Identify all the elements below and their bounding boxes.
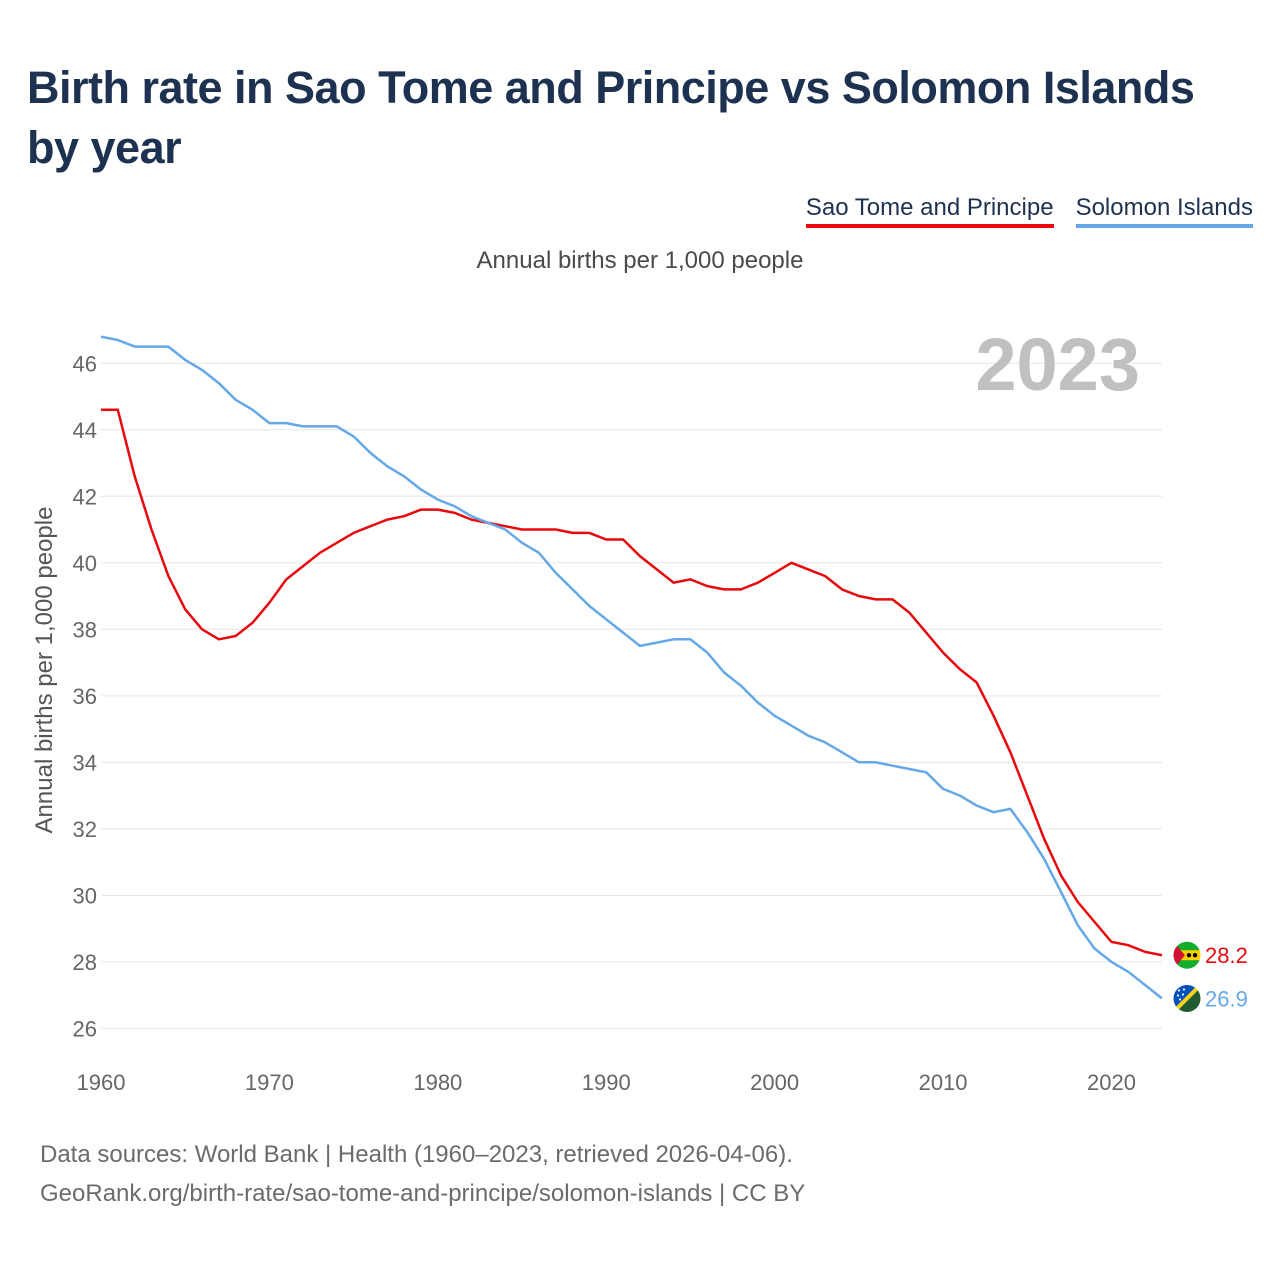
footer: Data sources: World Bank | Health (1960–… (40, 1135, 805, 1213)
x-axis-ticks: 1960 1970 1980 1990 2000 2010 2020 (77, 1070, 1136, 1095)
y-tick-label: 28 (73, 950, 97, 975)
x-tick-label: 1980 (413, 1070, 462, 1095)
sao-tome-and-principe-flag-icon (1172, 940, 1202, 970)
x-tick-label: 1960 (77, 1070, 126, 1095)
legend-item-solomon-islands[interactable]: Solomon Islands (1075, 194, 1253, 228)
x-tick-label: 2000 (750, 1070, 799, 1095)
series-line-solomon-islands[interactable] (100, 335, 1163, 1000)
footer-link[interactable]: GeoRank.org/birth-rate/sao-tome-and-prin… (40, 1180, 806, 1207)
x-tick-label: 2010 (919, 1070, 968, 1095)
y-axis-label: Annual births per 1,000 people (31, 507, 58, 834)
y-tick-label: 32 (73, 817, 97, 842)
series-lines (100, 335, 1163, 1000)
end-markers: 28.2 26.9 (1172, 940, 1248, 1013)
legend-item-sao-tome-and-principe[interactable]: Sao Tome and Principe (805, 194, 1054, 228)
x-tick-label: 1990 (582, 1070, 631, 1095)
legend: Sao Tome and Principe Solomon Islands (805, 194, 1253, 228)
chart-subtitle: Annual births per 1,000 people (476, 247, 804, 274)
footer-sources: Data sources: World Bank | Health (1960–… (40, 1141, 793, 1168)
y-tick-label: 38 (73, 617, 97, 642)
y-tick-label: 34 (73, 750, 97, 775)
grid (101, 362, 1162, 1029)
y-tick-label: 36 (73, 684, 97, 709)
end-value-label: 28.2 (1205, 943, 1248, 968)
year-label: 2023 (975, 323, 1140, 406)
end-value-label: 26.9 (1205, 986, 1248, 1011)
y-tick-label: 46 (73, 351, 97, 376)
y-tick-label: 40 (73, 551, 97, 576)
y-tick-label: 26 (73, 1016, 97, 1041)
chart-title: Birth rate in Sao Tome and Principe vs S… (27, 62, 1195, 173)
y-tick-label: 44 (73, 418, 97, 443)
y-axis-ticks: 26 28 30 32 34 36 38 40 42 44 46 (73, 351, 97, 1041)
x-tick-label: 1970 (245, 1070, 294, 1095)
y-tick-label: 42 (73, 484, 97, 509)
y-tick-label: 30 (73, 883, 97, 908)
x-tick-label: 2020 (1087, 1070, 1136, 1095)
series-line-sao-tome-and-principe[interactable] (101, 408, 1163, 957)
solomon-islands-flag-icon (1172, 983, 1202, 1013)
